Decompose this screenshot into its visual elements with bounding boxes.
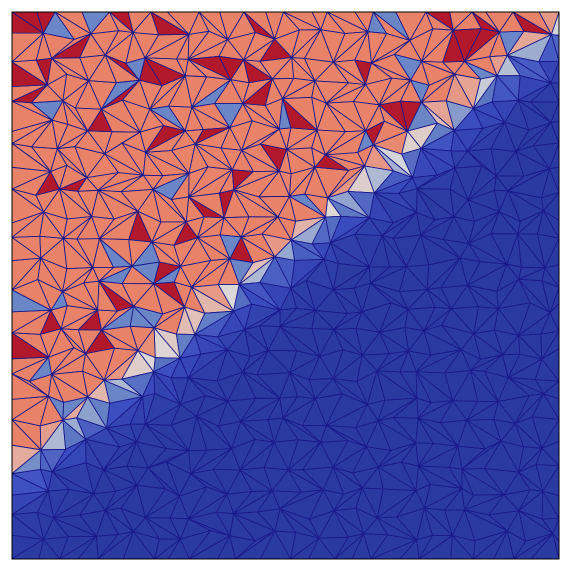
mesh-edge bbox=[259, 530, 292, 559]
mesh-edge bbox=[122, 530, 156, 559]
mesh-edge bbox=[493, 529, 515, 559]
domain-frame bbox=[11, 11, 560, 560]
mesh-edge bbox=[530, 532, 559, 559]
mesh-edge bbox=[308, 537, 336, 559]
mesh-edge bbox=[351, 532, 372, 559]
mesh-edge bbox=[217, 534, 236, 559]
mesh-edge bbox=[38, 538, 61, 559]
mesh-edge bbox=[450, 534, 475, 559]
mesh-wireframe bbox=[12, 12, 559, 559]
mesh-edge bbox=[399, 538, 420, 559]
mesh-edge bbox=[77, 535, 99, 559]
mesh-edge bbox=[167, 538, 190, 559]
